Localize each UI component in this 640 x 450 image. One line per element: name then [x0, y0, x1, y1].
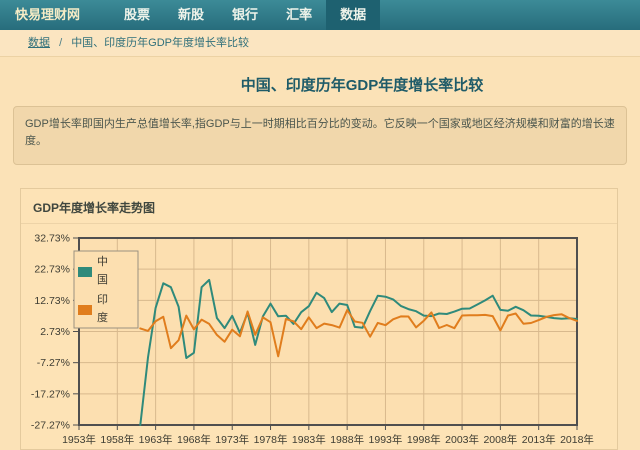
- breadcrumb-current: 中国、印度历年GDP年度增长率比较: [71, 37, 250, 49]
- top-nav: 快易理财网 股票 新股 银行 汇率 数据: [0, 0, 640, 30]
- y-tick-label: 32.73%: [34, 233, 70, 245]
- legend-label-india: 度: [97, 310, 108, 324]
- chart-panel: GDP年度增长率走势图 32.73% 22.73% 12.73% 2.73% -7.27…: [20, 188, 618, 450]
- gdp-growth-line-chart: 32.73% 22.73% 12.73% 2.73% -7.27% -17.27% -27.…: [31, 233, 594, 447]
- description-box: GDP增长率即国内生产总值增长率,指GDP与上一时期相比百分比的变动。它反映一个…: [13, 106, 627, 165]
- legend-swatch-india: [78, 305, 92, 315]
- x-tick-label: 1983年: [292, 433, 326, 446]
- x-tick-label: 1998年: [407, 433, 441, 446]
- y-tick-label: 2.73%: [40, 326, 70, 338]
- x-tick-label: 2013年: [522, 433, 556, 446]
- breadcrumb-separator: /: [59, 37, 63, 49]
- site-logo[interactable]: 快易理财网: [15, 7, 81, 22]
- x-tick-label: 1958年: [100, 433, 134, 446]
- series-line-india: [139, 309, 578, 358]
- x-tick-label: 1993年: [369, 433, 403, 446]
- y-tick-label: -27.27%: [31, 420, 70, 432]
- legend-label-india: 印: [97, 293, 108, 306]
- y-tick-label: 22.73%: [34, 264, 70, 276]
- x-tick-label: 1953年: [62, 433, 96, 446]
- breadcrumb-link-data[interactable]: 数据: [28, 37, 50, 49]
- y-axis-labels: 32.73% 22.73% 12.73% 2.73% -7.27% -17.27% -27.…: [31, 233, 70, 432]
- page-title: 中国、印度历年GDP年度增长率比较: [240, 77, 484, 94]
- series-line-china: [139, 278, 578, 426]
- legend-label-china: 国: [97, 273, 108, 286]
- x-tick-label: 1973年: [215, 433, 249, 446]
- nav-item-new-shares[interactable]: 新股: [178, 7, 205, 22]
- x-tick-label: 2008年: [483, 433, 517, 446]
- nav-item-exchange-rates[interactable]: 汇率: [286, 7, 313, 22]
- breadcrumb: 数据 / 中国、印度历年GDP年度增长率比较: [0, 30, 640, 57]
- y-tick-label: -7.27%: [37, 357, 70, 369]
- nav-item-banks[interactable]: 银行: [232, 7, 259, 22]
- chart-panel-title: GDP年度增长率走势图: [21, 189, 617, 224]
- legend-label-china: 中: [97, 255, 108, 268]
- x-tick-label: 2018年: [560, 433, 594, 446]
- grid: [73, 237, 578, 430]
- legend-swatch-china: [78, 267, 92, 277]
- description-text: GDP增长率即国内生产总值增长率,指GDP与上一时期相比百分比的变动。它反映一个…: [25, 118, 615, 147]
- x-tick-label: 1963年: [139, 433, 173, 446]
- y-tick-label: -17.27%: [31, 388, 70, 400]
- x-tick-label: 2003年: [445, 433, 479, 446]
- y-tick-label: 12.73%: [34, 295, 70, 307]
- x-tick-label: 1988年: [330, 433, 364, 446]
- legend-box: [73, 250, 139, 329]
- x-tick-label: 1968年: [177, 433, 211, 446]
- nav-item-stocks[interactable]: 股票: [124, 7, 151, 22]
- plot-border: [78, 237, 578, 426]
- x-axis-labels: 1953年 1958年 1963年 1968年 1973年 1978年 1983年 1988年…: [62, 433, 594, 446]
- nav-item-data[interactable]: 数据: [326, 0, 381, 30]
- x-tick-label: 1978年: [254, 433, 288, 446]
